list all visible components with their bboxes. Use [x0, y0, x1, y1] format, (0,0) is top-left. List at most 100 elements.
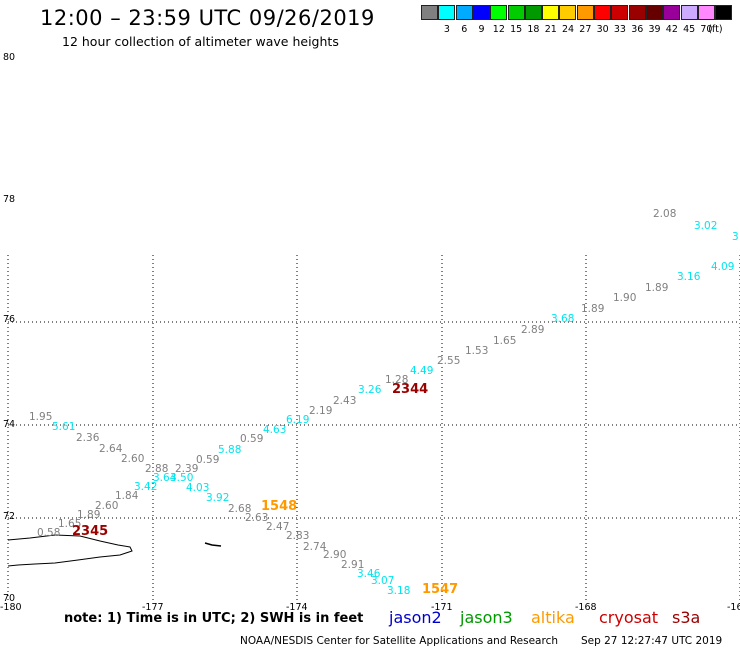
scale-label: 70 — [700, 24, 713, 35]
latitude-label: 74 — [3, 419, 16, 430]
scale-swatch — [455, 5, 473, 20]
scale-swatch — [438, 5, 456, 20]
footnote: note: 1) Time is in UTC; 2) SWH is in fe… — [64, 611, 364, 626]
scale-label: 30 — [596, 24, 609, 35]
generated-timestamp: Sep 27 12:27:47 UTC 2019 — [581, 635, 723, 647]
satellite-legend-item: altika — [531, 608, 575, 627]
scale-label: 15 — [510, 24, 523, 35]
scale-swatch — [542, 5, 560, 20]
wave-height-label: 1.28 — [385, 374, 409, 386]
wave-height-label: 1.84 — [115, 490, 139, 502]
wave-height-label: 2.47 — [266, 521, 290, 533]
wave-height-label: 2.36 — [76, 432, 100, 444]
satellite-legend-item: s3a — [672, 608, 701, 627]
wave-height-label: 5.61 — [52, 421, 76, 433]
wave-height-label: 4.49 — [410, 365, 434, 377]
wave-height-label: 3.07 — [371, 575, 395, 587]
wave-height-label: 1.89 — [581, 303, 605, 315]
coastline — [7, 534, 222, 567]
wave-height-label: 3.26 — [358, 384, 382, 396]
wave-height-label: 1.65 — [58, 518, 82, 530]
wave-height-label: 3.64 — [153, 472, 177, 484]
wave-height-label: 2.64 — [99, 443, 123, 455]
scale-label: 18 — [527, 24, 540, 35]
scale-swatch — [421, 5, 438, 20]
scale-swatch — [576, 5, 594, 20]
latitude-label: 70 — [3, 593, 16, 604]
wave-height-label: 6.19 — [286, 414, 310, 426]
page-title: 12:00 – 23:59 UTC 09/26/2019 — [40, 6, 375, 30]
wave-height-label: 3.02 — [694, 220, 718, 232]
wave-height-label: 0.59 — [240, 433, 264, 445]
scale-swatch — [611, 5, 629, 20]
wave-height-label: 2.88 — [145, 463, 169, 475]
scale-label: 24 — [562, 24, 575, 35]
wave-height-label: 3.50 — [170, 472, 194, 484]
wave-height-label: 2.08 — [653, 208, 677, 220]
wave-height-label: 2.83 — [286, 530, 310, 542]
scale-label: 33 — [613, 24, 626, 35]
wave-height-label: 5.88 — [218, 444, 242, 456]
longitude-label: -171 — [431, 602, 453, 613]
latitude-label: 76 — [3, 314, 16, 325]
pass-time-label: 1548 — [261, 499, 298, 514]
scale-label: 36 — [631, 24, 644, 35]
scale-unit: (ft) — [708, 24, 723, 35]
page-subtitle: 12 hour collection of altimeter wave hei… — [62, 34, 339, 49]
scale-label: 9 — [478, 24, 485, 35]
pass-time-label: 1547 — [422, 582, 459, 597]
wave-height-label: 1.53 — [465, 345, 489, 357]
longitude-label: -168 — [575, 602, 597, 613]
island-path — [204, 542, 222, 547]
wave-height-label: 2.60 — [121, 453, 145, 465]
scale-swatch — [715, 5, 733, 20]
scale-swatch — [594, 5, 611, 20]
wave-height-label: 2.74 — [303, 541, 327, 553]
satellite-legend-item: cryosat — [599, 608, 659, 627]
wave-height-label: 4.03 — [186, 482, 210, 494]
scale-label: 6 — [461, 24, 468, 35]
wave-height-label: 3.92 — [206, 492, 230, 504]
scale-swatch — [524, 5, 542, 20]
scale-swatch — [490, 5, 508, 20]
coastline-path — [7, 534, 133, 567]
scale-label: 3 — [443, 24, 450, 35]
wave-height-label: 4.09 — [711, 261, 735, 273]
wave-height-label: 2.68 — [228, 503, 252, 515]
longitude-label: -180 — [0, 602, 22, 613]
wave-height-label: 0.58 — [37, 527, 61, 539]
satellite-legend-item: jason3 — [460, 608, 513, 627]
latitude-label: 80 — [3, 52, 16, 63]
wave-height-label: 3.46 — [357, 568, 381, 580]
wave-height-label: 1.89 — [645, 282, 669, 294]
credit-line: NOAA/NESDIS Center for Satellite Applica… — [240, 635, 558, 647]
wave-height-label: 3.16 — [677, 271, 701, 283]
wave-height-label: 2.91 — [341, 559, 365, 571]
wave-height-label: 0.59 — [196, 454, 220, 466]
wave-height-label: 3 — [732, 231, 739, 243]
wave-height-label: 2.63 — [245, 512, 269, 524]
scale-label: 39 — [648, 24, 661, 35]
wave-height-label: 1.89 — [77, 509, 101, 521]
scale-swatch — [663, 5, 681, 20]
wave-height-label: 3.42 — [134, 481, 158, 493]
longitude-label: -174 — [286, 602, 308, 613]
wave-height-label: 2.60 — [95, 500, 119, 512]
scale-swatch — [628, 5, 646, 20]
longitude-label: -16 — [727, 602, 740, 613]
scale-swatch — [472, 5, 490, 20]
wave-height-label: 1.95 — [29, 411, 53, 423]
satellite-legend-item: jason2 — [389, 608, 442, 627]
longitude-label: -177 — [142, 602, 164, 613]
latitude-label: 72 — [3, 511, 16, 522]
wave-height-label: 1.65 — [493, 335, 517, 347]
pass-time-label: 2345 — [72, 524, 109, 539]
wave-height-label: 4.63 — [263, 424, 287, 436]
latitude-label: 78 — [3, 194, 16, 205]
wave-height-label: 2.89 — [521, 324, 545, 336]
pass-time-label: 2344 — [392, 382, 429, 397]
scale-label: 12 — [492, 24, 505, 35]
wave-height-label: 2.90 — [323, 549, 347, 561]
wave-height-label: 1.90 — [613, 292, 637, 304]
